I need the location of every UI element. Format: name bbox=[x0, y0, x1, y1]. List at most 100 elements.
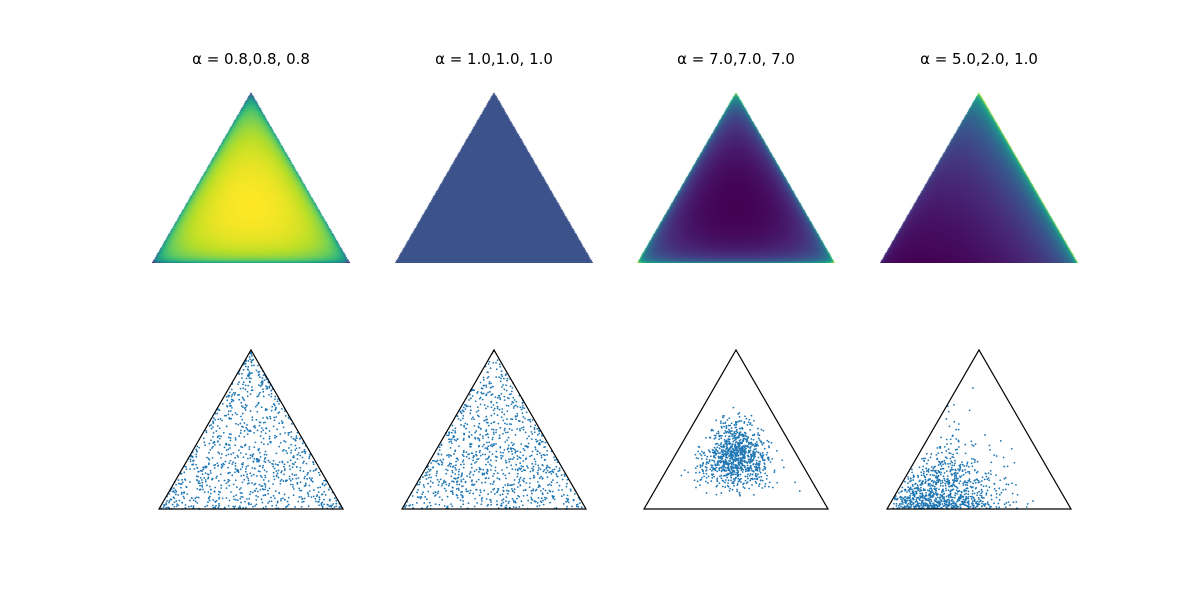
sample-point bbox=[749, 428, 752, 431]
sample-point bbox=[724, 429, 727, 432]
sample-point bbox=[743, 451, 746, 454]
sample-point bbox=[227, 505, 230, 507]
sample-point bbox=[503, 429, 506, 432]
sample-point bbox=[485, 421, 488, 424]
sample-point bbox=[959, 463, 962, 466]
sample-point bbox=[272, 459, 275, 462]
sample-point bbox=[743, 422, 746, 424]
sample-point bbox=[537, 450, 539, 453]
sample-point bbox=[298, 487, 301, 490]
sample-point bbox=[462, 459, 465, 462]
sample-point bbox=[535, 440, 538, 443]
sample-point bbox=[477, 478, 480, 481]
sample-point bbox=[456, 415, 459, 418]
sample-point bbox=[998, 487, 1001, 490]
sample-point bbox=[488, 455, 490, 458]
sample-point bbox=[165, 503, 168, 506]
sample-point bbox=[514, 404, 517, 407]
sample-point bbox=[507, 436, 510, 439]
sample-point bbox=[246, 457, 249, 460]
sample-point bbox=[196, 502, 199, 504]
sample-point bbox=[744, 461, 746, 464]
sample-point bbox=[969, 481, 972, 483]
sample-point bbox=[948, 480, 950, 483]
sample-point bbox=[757, 473, 759, 476]
sample-point bbox=[501, 375, 504, 378]
sample-point bbox=[166, 500, 168, 502]
sample-point bbox=[955, 438, 958, 440]
sample-point bbox=[725, 431, 728, 434]
sample-point bbox=[450, 440, 452, 443]
sample-point bbox=[971, 490, 974, 492]
sample-point bbox=[207, 457, 210, 460]
sample-point bbox=[941, 481, 944, 484]
sample-point bbox=[565, 485, 568, 488]
sample-point bbox=[718, 467, 720, 470]
sample-point bbox=[220, 484, 223, 487]
sample-point bbox=[719, 422, 722, 425]
sample-point bbox=[236, 468, 238, 471]
sample-point bbox=[211, 504, 214, 507]
sample-point bbox=[555, 465, 558, 468]
sample-point bbox=[1003, 465, 1006, 468]
sample-point bbox=[199, 469, 202, 472]
sample-point bbox=[215, 477, 218, 479]
sample-point bbox=[501, 499, 503, 502]
sample-point bbox=[265, 416, 268, 419]
sample-point bbox=[260, 430, 263, 433]
sample-point bbox=[240, 474, 243, 477]
sample-point bbox=[319, 486, 322, 489]
sample-point bbox=[260, 476, 263, 479]
sample-point bbox=[739, 473, 742, 476]
sample-point bbox=[506, 489, 508, 492]
sample-point bbox=[547, 484, 549, 486]
sample-point bbox=[273, 416, 276, 419]
sample-point bbox=[501, 386, 503, 388]
sample-point bbox=[939, 468, 942, 471]
sample-point bbox=[233, 498, 235, 501]
sample-point bbox=[798, 490, 801, 492]
sample-point bbox=[515, 418, 517, 421]
sample-point bbox=[720, 445, 722, 448]
sample-point bbox=[507, 444, 510, 447]
sample-point bbox=[964, 452, 967, 455]
sample-point bbox=[572, 498, 575, 501]
sample-point bbox=[237, 456, 240, 458]
sample-point bbox=[500, 416, 503, 419]
sample-point bbox=[517, 494, 519, 497]
sample-point bbox=[227, 472, 230, 475]
sample-point bbox=[757, 427, 759, 430]
sample-point bbox=[553, 498, 556, 501]
sample-point bbox=[547, 466, 550, 468]
sample-point bbox=[501, 455, 504, 457]
sample-point bbox=[730, 472, 733, 474]
sample-point bbox=[434, 503, 437, 506]
sample-point bbox=[945, 480, 948, 483]
sample-point bbox=[935, 501, 938, 503]
sample-point bbox=[543, 454, 546, 457]
sample-point bbox=[179, 483, 182, 485]
sample-point bbox=[452, 434, 455, 437]
sample-point bbox=[229, 433, 232, 436]
sample-point bbox=[227, 481, 229, 483]
sample-point bbox=[244, 470, 247, 473]
sample-point bbox=[535, 438, 537, 441]
sample-point bbox=[984, 503, 987, 505]
sample-point bbox=[299, 489, 301, 492]
sample-point bbox=[699, 464, 702, 467]
sample-point bbox=[466, 423, 469, 426]
sample-point bbox=[195, 453, 198, 456]
sample-point bbox=[311, 477, 313, 480]
sample-point bbox=[945, 418, 948, 420]
sample-point bbox=[508, 458, 510, 461]
sample-point bbox=[225, 454, 228, 457]
sample-point bbox=[523, 407, 526, 410]
sample-point bbox=[939, 484, 942, 487]
sample-point bbox=[723, 438, 726, 441]
sample-point bbox=[750, 454, 753, 457]
sample-point bbox=[927, 478, 930, 481]
sample-point bbox=[967, 495, 970, 498]
sample-point bbox=[942, 485, 944, 487]
sample-point bbox=[463, 424, 466, 427]
sample-point bbox=[265, 385, 267, 387]
